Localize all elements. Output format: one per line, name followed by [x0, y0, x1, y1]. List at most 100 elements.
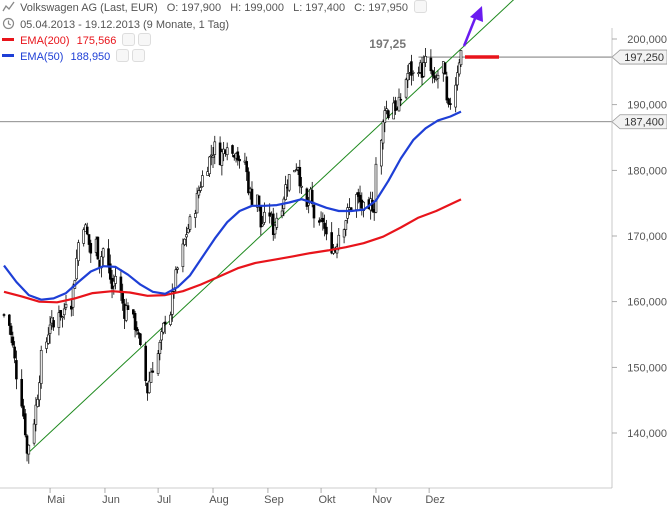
- candle-body: [399, 98, 403, 101]
- candle-body: [2, 314, 6, 316]
- candle-body: [195, 192, 199, 214]
- candle-body: [271, 213, 275, 235]
- candle-body: [124, 305, 128, 321]
- candle-body: [344, 220, 348, 230]
- candle-body: [169, 314, 172, 325]
- candle-body: [245, 161, 248, 173]
- candle-body: [374, 163, 378, 213]
- candle-body: [431, 70, 434, 76]
- candle-body: [404, 79, 408, 98]
- candle-body: [342, 229, 346, 238]
- up-arrow-head: [470, 6, 483, 22]
- candle-body: [325, 226, 328, 235]
- candle-body: [126, 305, 130, 310]
- candle-body: [284, 184, 287, 200]
- candle-body: [9, 325, 13, 336]
- settings-gear-icon[interactable]: [414, 0, 428, 13]
- candle-body: [406, 73, 410, 81]
- candle-body: [15, 360, 18, 380]
- candle-body: [208, 156, 211, 175]
- candle-body: [27, 444, 31, 455]
- low-value: L: 197,400: [293, 2, 346, 14]
- period-row: 05.04.2013 - 19.12.2013 (9 Monate, 1 Tag…: [2, 17, 229, 31]
- candle-body: [176, 267, 179, 270]
- price-tag-box: [611, 114, 667, 130]
- up-arrow-shaft: [462, 15, 478, 47]
- ema50-settings-icon[interactable]: [116, 49, 130, 62]
- candle-body: [300, 185, 303, 188]
- candle-body: [158, 342, 162, 354]
- x-tick-label: Aug: [209, 494, 229, 506]
- ema50-line: [3, 110, 462, 301]
- ema50-value: 188,950: [70, 51, 111, 63]
- ema200-remove-icon[interactable]: [138, 33, 152, 46]
- candle-body: [294, 169, 298, 172]
- y-tick-label: 170,000: [627, 231, 667, 243]
- candle-body: [156, 353, 160, 374]
- x-tick-label: Jul: [157, 494, 171, 506]
- candle-body: [383, 110, 387, 123]
- candle-body: [457, 62, 461, 75]
- candle-body: [25, 435, 29, 454]
- ema50-remove-icon[interactable]: [132, 49, 146, 62]
- candles-layer: [2, 47, 463, 464]
- candle-body: [305, 188, 309, 207]
- y-tick-label: 140,000: [627, 428, 667, 440]
- candle-body: [261, 223, 264, 227]
- price-tag-label: 197,250: [624, 52, 664, 64]
- candle-body: [20, 378, 24, 407]
- annotations-layer: 197,25: [369, 6, 499, 59]
- candle-body: [379, 140, 383, 167]
- candle-body: [275, 217, 279, 228]
- x-tick-label: Jun: [102, 494, 120, 506]
- candle-body: [280, 210, 284, 216]
- candle-body: [96, 236, 100, 260]
- x-axis: Mai Jun Jul Aug Sep Okt Nov Dez: [0, 487, 612, 506]
- candle-body: [162, 322, 165, 333]
- candle-body: [307, 202, 310, 206]
- ema200-value: 175,566: [76, 35, 117, 47]
- candle-body: [144, 345, 148, 382]
- candle-body: [422, 62, 426, 77]
- candle-body: [194, 213, 197, 218]
- candle-body: [151, 370, 155, 373]
- candle-body: [358, 194, 362, 203]
- high-value: H: 199,000: [230, 2, 285, 14]
- candle-body: [183, 238, 186, 245]
- candle-body: [170, 291, 174, 315]
- candle-body: [397, 96, 401, 112]
- candle-body: [149, 371, 153, 383]
- candle-body: [85, 226, 89, 235]
- x-tick-label: Nov: [372, 494, 392, 506]
- x-tick-label: Okt: [319, 494, 336, 506]
- candle-body: [181, 243, 185, 267]
- candle-body: [61, 316, 64, 319]
- candle-body: [231, 145, 234, 154]
- y-tick-label: 160,000: [627, 297, 667, 309]
- x-tick-label: Sep: [264, 494, 284, 506]
- candle-body: [11, 336, 15, 346]
- candle-body: [38, 382, 41, 401]
- candle-body: [75, 258, 78, 280]
- y-tick-label: 190,000: [627, 100, 667, 112]
- candle-body: [330, 232, 333, 254]
- instrument-name: Volkswagen AG (Last, EUR): [20, 2, 158, 14]
- candle-body: [70, 305, 73, 310]
- period-label: 05.04.2013 - 19.12.2013 (9 Monate, 1 Tag…: [20, 19, 230, 31]
- clock-icon: [2, 17, 15, 30]
- candle-body: [268, 212, 271, 217]
- candle-body: [62, 308, 66, 316]
- candle-body: [46, 334, 50, 344]
- candle-body: [250, 188, 254, 207]
- candle-body: [449, 103, 452, 105]
- candle-body: [220, 151, 224, 166]
- candle-body: [160, 331, 163, 341]
- candle-body: [445, 76, 449, 101]
- ema200-settings-icon[interactable]: [122, 33, 136, 46]
- candle-body: [356, 192, 360, 197]
- candle-body: [34, 404, 38, 425]
- close-value: C: 197,950: [354, 2, 408, 14]
- candle-body: [454, 84, 457, 108]
- candle-body: [101, 248, 105, 258]
